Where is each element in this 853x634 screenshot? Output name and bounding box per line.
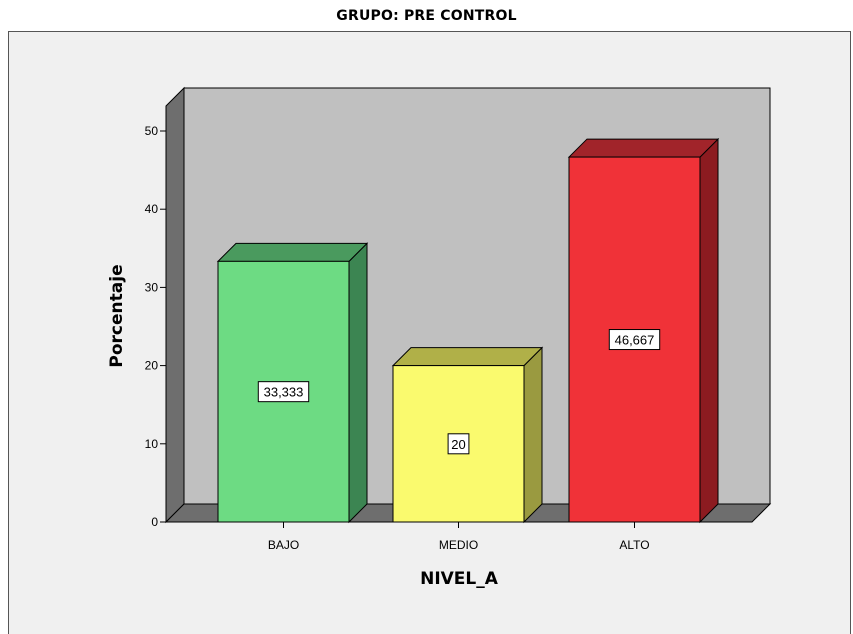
y-tick-label: 30 [145, 280, 159, 294]
bar-side [349, 243, 367, 522]
bar-top [393, 348, 542, 366]
bar-side [700, 139, 718, 522]
bar-medio: 20 [393, 348, 542, 522]
x-tick-label: ALTO [619, 538, 649, 552]
side-wall [166, 88, 184, 522]
bar-top [218, 243, 367, 261]
data-label: 20 [451, 437, 465, 452]
bar-alto: 46,667 [569, 139, 718, 522]
y-tick-label: 20 [145, 359, 159, 373]
x-tick-label: MEDIO [439, 538, 478, 552]
y-axis-label: Porcentaje [107, 264, 127, 367]
data-label: 46,667 [615, 333, 655, 348]
y-axis: 0 10 20 30 40 50 [145, 124, 166, 529]
x-tick-label: BAJO [268, 538, 299, 552]
bar-side [524, 348, 542, 522]
bar-top [569, 139, 718, 157]
bar-bajo: 33,333 [218, 243, 367, 522]
x-axis: BAJO MEDIO ALTO [268, 522, 650, 552]
x-axis-label: NIVEL_A [420, 569, 499, 589]
data-label: 33,333 [264, 385, 304, 400]
y-tick-label: 40 [145, 202, 159, 216]
y-tick-label: 50 [145, 124, 159, 138]
y-tick-label: 10 [145, 437, 159, 451]
y-tick-label: 0 [151, 515, 158, 529]
